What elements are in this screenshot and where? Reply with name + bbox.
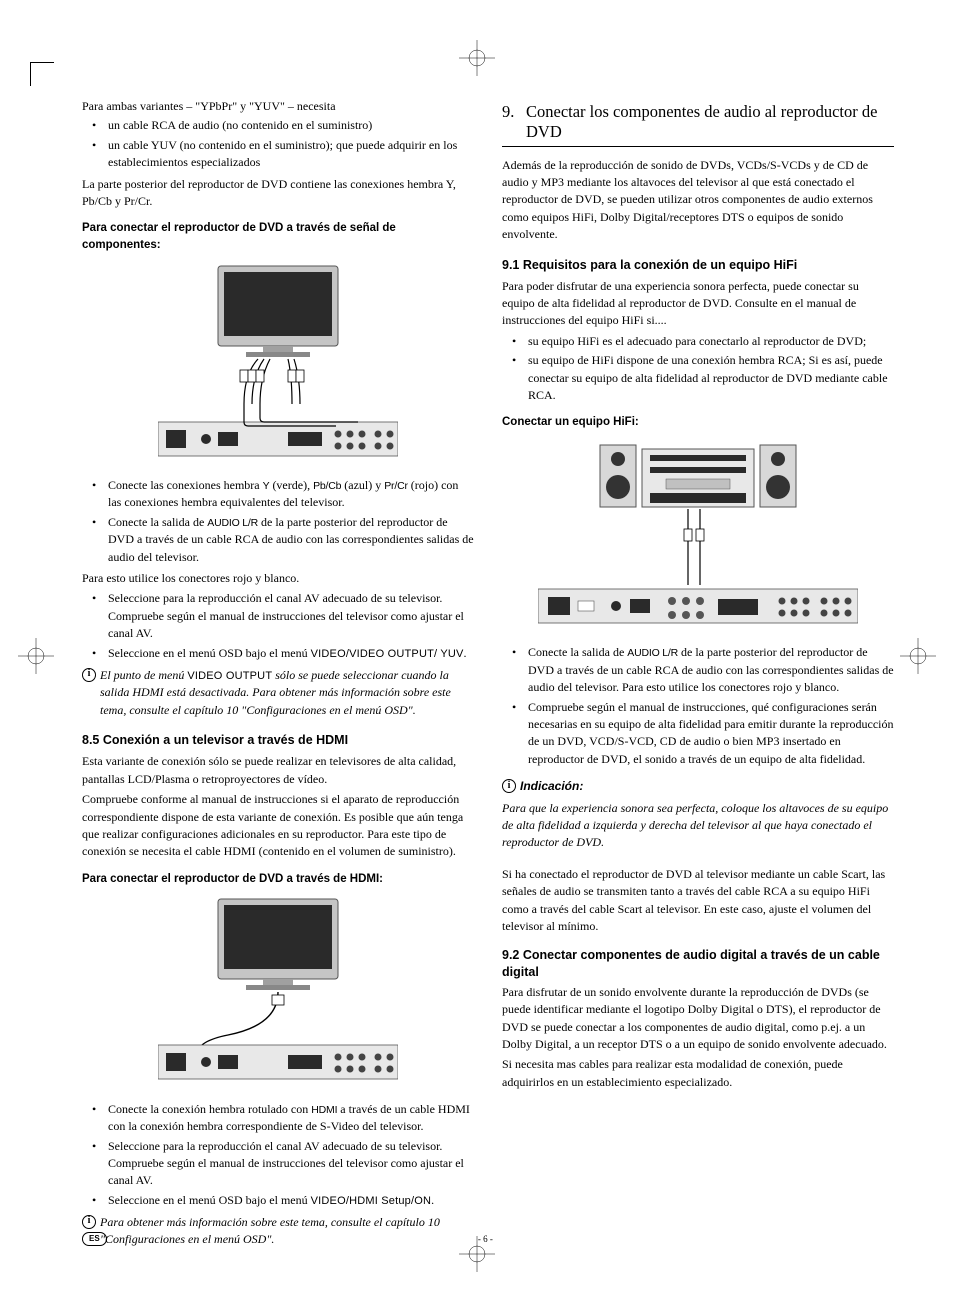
subheading-hdmi: Para conectar el reproductor de DVD a tr…	[82, 871, 474, 888]
list-item: un cable YUV (no contenido en el suminis…	[108, 137, 474, 172]
heading-9-2: 9.2 Conectar componentes de audio digita…	[502, 947, 894, 980]
left-column: Para ambas variantes – "YPbPr" y "YUV" –…	[82, 98, 474, 1222]
language-badge: ES	[82, 1232, 107, 1246]
list-item: su equipo HiFi es el adecuado para conec…	[528, 333, 894, 350]
heading-text: Conectar los componentes de audio al rep…	[526, 102, 894, 142]
list-item: Conecte la salida de AUDIO L/R de la par…	[528, 644, 894, 696]
indicacion-heading: i Indicación:	[502, 778, 894, 795]
component-steps-2: Seleccione para la reproducción el canal…	[82, 590, 474, 662]
registration-mark-top	[459, 40, 495, 76]
list-item: Seleccione para la reproducción el canal…	[108, 590, 474, 642]
info-icon: i	[502, 779, 516, 793]
registration-mark-left	[18, 638, 54, 674]
list-item: Conecte la salida de AUDIO L/R de la par…	[108, 514, 474, 566]
info-icon: i	[82, 1215, 96, 1229]
page-content: Para ambas variantes – "YPbPr" y "YUV" –…	[82, 98, 894, 1222]
body-text: Para esto utilice los conectores rojo y …	[82, 570, 474, 587]
component-steps-1: Conecte las conexiones hembra Y (verde),…	[82, 477, 474, 566]
hifi-steps: Conecte la salida de AUDIO L/R de la par…	[502, 644, 894, 768]
body-text: Además de la reproducción de sonido de D…	[502, 157, 894, 244]
list-item: Compruebe según el manual de instruccion…	[528, 699, 894, 769]
intro-list: un cable RCA de audio (no contenido en e…	[82, 117, 474, 171]
body-text: Si ha conectado el reproductor de DVD al…	[502, 866, 894, 936]
list-item: Seleccione en el menú OSD bajo el menú V…	[108, 1192, 474, 1210]
indicacion-label: Indicación:	[520, 778, 583, 795]
body-text: La parte posterior del reproductor de DV…	[82, 176, 474, 211]
list-item: un cable RCA de audio (no contenido en e…	[108, 117, 474, 134]
subheading-components: Para conectar el reproductor de DVD a tr…	[82, 220, 474, 253]
heading-9-1: 9.1 Requisitos para la conexión de un eq…	[502, 256, 894, 274]
body-text: Compruebe conforme al manual de instrucc…	[82, 791, 474, 861]
registration-mark-right	[900, 638, 936, 674]
corner-crop-mark	[30, 62, 54, 86]
info-icon: i	[82, 668, 96, 682]
hdmi-steps: Conecte la conexión hembra rotulado con …	[82, 1101, 474, 1210]
body-text: Para poder disfrutar de una experiencia …	[502, 278, 894, 330]
intro-text: Para ambas variantes – "YPbPr" y "YUV" –…	[82, 98, 474, 115]
list-item: Seleccione para la reproducción el canal…	[108, 1138, 474, 1190]
list-item: Conecte la conexión hembra rotulado con …	[108, 1101, 474, 1136]
subheading-hifi: Conectar un equipo HiFi:	[502, 414, 894, 431]
info-note: i El punto de menú VIDEO OUTPUT sólo se …	[82, 667, 474, 720]
page-footer: ES - 6 -	[82, 1232, 894, 1246]
hdmi-connection-diagram	[158, 895, 398, 1090]
hifi-connection-diagram	[538, 439, 858, 634]
indicacion-text: Para que la experiencia sonora sea perfe…	[502, 800, 894, 852]
heading-number: 9.	[502, 102, 526, 142]
list-item: Conecte las conexiones hembra Y (verde),…	[108, 477, 474, 512]
component-connection-diagram	[158, 262, 398, 467]
page-number: - 6 -	[478, 1233, 493, 1246]
body-text: Si necesita mas cables para realizar est…	[502, 1056, 894, 1091]
body-text: Esta variante de conexión sólo se puede …	[82, 753, 474, 788]
hifi-req-list: su equipo HiFi es el adecuado para conec…	[502, 333, 894, 405]
heading-9: 9. Conectar los componentes de audio al …	[502, 102, 894, 147]
note-text: El punto de menú VIDEO OUTPUT sólo se pu…	[100, 667, 474, 720]
list-item: Seleccione en el menú OSD bajo el menú V…	[108, 645, 474, 663]
list-item: su equipo de HiFi dispone de una conexió…	[528, 352, 894, 404]
heading-8-5: 8.5 Conexión a un televisor a través de …	[82, 731, 474, 749]
right-column: 9. Conectar los componentes de audio al …	[502, 98, 894, 1222]
body-text: Para disfrutar de un sonido envolvente d…	[502, 984, 894, 1054]
